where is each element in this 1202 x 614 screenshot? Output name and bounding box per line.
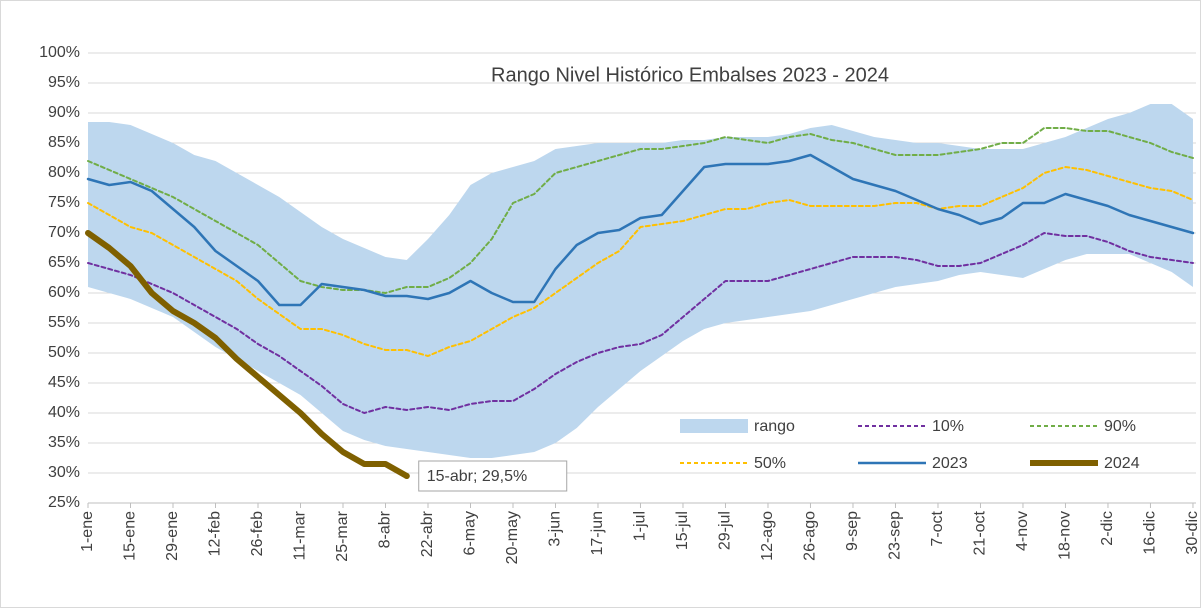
x-tick-label: 7-oct (929, 510, 946, 546)
y-tick-label: 85% (48, 134, 80, 151)
x-tick-label: 15-ene (122, 511, 139, 561)
legend-label: 2023 (932, 455, 968, 472)
range-band (88, 104, 1193, 458)
x-tick-label: 29-jul (717, 511, 734, 550)
x-tick-label: 21-oct (972, 510, 989, 555)
x-tick-label: 9-sep (844, 511, 861, 551)
x-tick-label: 8-abr (377, 510, 394, 548)
annotation-box (418, 460, 568, 492)
y-tick-label: 65% (48, 254, 80, 271)
y-tick-label: 45% (48, 374, 80, 391)
x-tick-label: 12-feb (207, 511, 224, 556)
x-tick-label: 20-may (504, 511, 521, 564)
x-tick-label: 2-dic (1099, 511, 1116, 546)
x-tick-label: 26-ago (802, 511, 819, 561)
y-tick-label: 80% (48, 164, 80, 181)
x-tick-label: 15-jul (674, 511, 691, 550)
annotation-text: 15-abr; 29,5% (427, 468, 528, 485)
legend-label: rango (754, 418, 795, 435)
legend-swatch (680, 419, 748, 433)
x-tick-label: 30-dic (1184, 511, 1201, 555)
x-tick-label: 17-jun (589, 511, 606, 555)
x-tick-label: 18-nov (1057, 511, 1074, 560)
legend-label: 10% (932, 418, 964, 435)
y-tick-label: 35% (48, 434, 80, 451)
x-tick-label: 25-mar (334, 510, 351, 561)
x-tick-label: 1-jul (632, 511, 649, 541)
x-tick-label: 22-abr (419, 510, 436, 557)
series-line (86, 153, 1195, 307)
legend-label: 2024 (1104, 455, 1140, 472)
x-tick-label: 3-jun (547, 511, 564, 547)
y-tick-label: 40% (48, 404, 80, 421)
y-tick-label: 100% (39, 44, 80, 61)
x-tick-label: 26-feb (249, 511, 266, 556)
labels: 25% 30% 35% 40% 45% 50% 55% 60% 65% 70% 75% 80% 85% 9… (39, 44, 1201, 564)
y-tick-label: 25% (48, 494, 80, 511)
y-tick-label: 95% (48, 74, 80, 91)
chart-title: Rango Nivel Histórico Embalses 2023 - 20… (491, 64, 889, 86)
y-tick-label: 90% (48, 104, 80, 121)
series-line (87, 232, 1194, 414)
x-tick-label: 12-ago (759, 511, 776, 561)
annotation-point (403, 473, 410, 479)
x-tick-label: 29-ene (164, 511, 181, 561)
y-tick-label: 50% (48, 344, 80, 361)
plot (85, 104, 1195, 479)
legend-label: 50% (754, 455, 786, 472)
x-tick-label: 1-ene (79, 511, 96, 552)
series-line (85, 230, 410, 479)
y-tick-label: 60% (48, 284, 80, 301)
x-tick-label: 23-sep (887, 511, 904, 560)
y-tick-label: 30% (48, 464, 80, 481)
x-tick-label: 4-nov (1014, 511, 1031, 551)
x-tick-label: 6-may (462, 511, 479, 555)
series-line (87, 127, 1194, 294)
y-tick-label: 75% (48, 194, 80, 211)
legend-label: 90% (1104, 418, 1136, 435)
y-tick-label: 55% (48, 314, 80, 331)
y-tick-label: 70% (48, 224, 80, 241)
x-tick-label: 16-dic (1142, 511, 1159, 555)
x-tick-label: 11-mar (292, 510, 309, 560)
series-line (87, 166, 1194, 357)
